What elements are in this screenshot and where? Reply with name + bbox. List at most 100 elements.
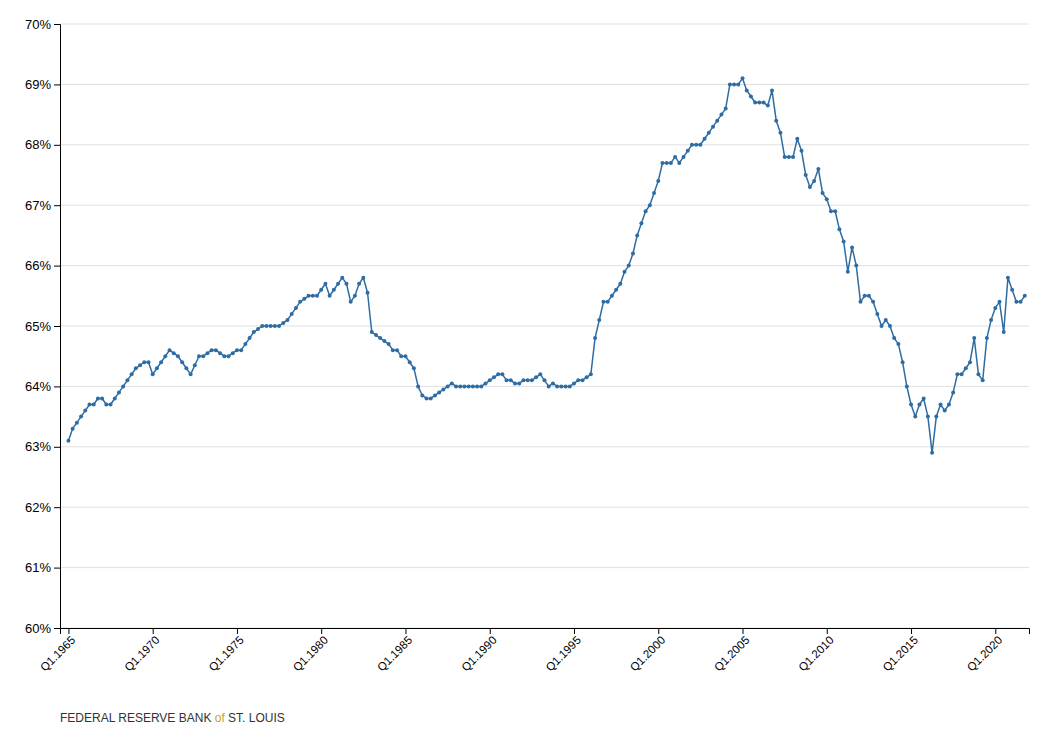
point (521, 378, 525, 382)
point (993, 306, 997, 310)
point (378, 336, 382, 340)
point (248, 336, 252, 340)
y-axis: 60%61%62%63%64%65%66%67%68%69%70% (25, 17, 61, 636)
point (985, 336, 989, 340)
x-tick: Q1.1985 (375, 628, 415, 673)
point (475, 384, 479, 388)
point (913, 415, 917, 419)
point (1023, 294, 1027, 298)
point (227, 354, 231, 358)
point (79, 415, 83, 419)
point (842, 239, 846, 243)
point (252, 330, 256, 334)
point (163, 354, 167, 358)
point (762, 101, 766, 105)
point (454, 384, 458, 388)
point (349, 300, 353, 304)
point (353, 294, 357, 298)
point (555, 384, 559, 388)
point (530, 378, 534, 382)
point (686, 149, 690, 153)
point (505, 378, 509, 382)
point (892, 336, 896, 340)
point (273, 324, 277, 328)
point (694, 143, 698, 147)
point (930, 451, 934, 455)
point (922, 396, 926, 400)
point (905, 384, 909, 388)
point (804, 173, 808, 177)
point (724, 107, 728, 111)
x-tick-label: Q1.1995 (543, 634, 583, 674)
point (450, 381, 454, 385)
point (462, 384, 466, 388)
point (854, 264, 858, 268)
point (576, 378, 580, 382)
point (778, 131, 782, 135)
point (109, 403, 113, 407)
point (256, 327, 260, 331)
point (222, 354, 226, 358)
x-tick-mark (405, 628, 406, 634)
x-tick-mark (490, 628, 491, 634)
point (631, 252, 635, 256)
point (328, 294, 332, 298)
x-tick-label: Q1.1970 (122, 634, 162, 674)
point (972, 336, 976, 340)
point (601, 300, 605, 304)
point (323, 282, 327, 286)
point (711, 125, 715, 129)
x-tick-mark (68, 628, 69, 634)
x-tick-mark (995, 628, 996, 634)
point (799, 149, 803, 153)
y-tick: 62% (25, 500, 60, 515)
point (597, 318, 601, 322)
point (728, 82, 732, 86)
point (307, 294, 311, 298)
grid-line (60, 144, 1029, 145)
point (551, 381, 555, 385)
point (121, 384, 125, 388)
point (172, 351, 176, 355)
point (146, 360, 150, 364)
point (606, 300, 610, 304)
x-tick-mark (911, 628, 912, 634)
point (833, 209, 837, 213)
y-tick-label: 63% (25, 439, 51, 454)
y-tick-label: 70% (25, 17, 51, 32)
y-tick-mark (54, 24, 60, 25)
point (926, 415, 930, 419)
point (774, 119, 778, 123)
point (332, 288, 336, 292)
point (277, 324, 281, 328)
marks (66, 76, 1026, 454)
point (572, 381, 576, 385)
point (538, 372, 542, 376)
point (104, 403, 108, 407)
y-tick: 63% (25, 439, 60, 454)
point (471, 384, 475, 388)
point (205, 351, 209, 355)
point (425, 396, 429, 400)
point (159, 360, 163, 364)
point (231, 351, 235, 355)
point (302, 297, 306, 301)
y-tick-mark (54, 507, 60, 508)
point (370, 330, 374, 334)
x-tick: Q1.1995 (543, 628, 583, 673)
point (955, 372, 959, 376)
y-tick: 61% (25, 560, 60, 575)
point (543, 378, 547, 382)
point (155, 366, 159, 370)
point (635, 233, 639, 237)
point (816, 167, 820, 171)
point (644, 209, 648, 213)
point (117, 390, 121, 394)
point (429, 396, 433, 400)
point (130, 372, 134, 376)
grid-line (60, 507, 1029, 508)
point (989, 318, 993, 322)
point (311, 294, 315, 298)
point (189, 372, 193, 376)
point (795, 137, 799, 141)
